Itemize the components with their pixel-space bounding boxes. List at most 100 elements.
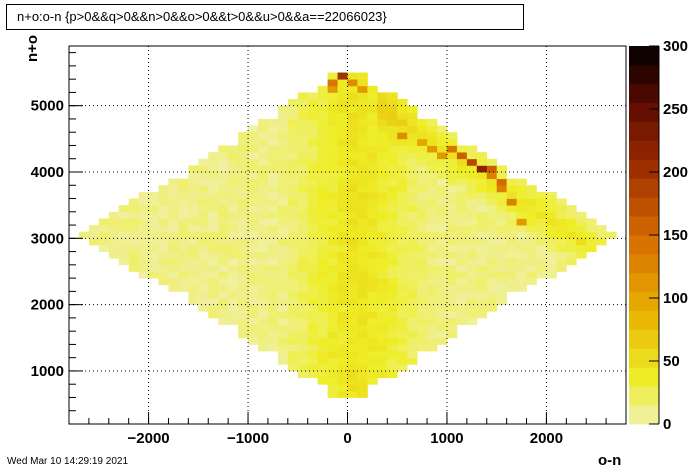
- heatmap-cell: [387, 178, 398, 186]
- heatmap-cell: [407, 317, 418, 325]
- heatmap-cell: [387, 364, 398, 372]
- heatmap-cell: [367, 271, 378, 279]
- heatmap-cell: [307, 231, 319, 239]
- x-axis-label: o-n: [598, 452, 622, 469]
- heatmap-cell: [327, 205, 338, 213]
- heatmap-cell: [337, 357, 348, 365]
- heatmap-cell: [98, 218, 110, 226]
- heatmap-cell: [397, 225, 408, 233]
- heatmap-cell: [417, 198, 428, 206]
- heatmap-cell: [267, 211, 279, 219]
- heatmap-cell: [238, 284, 249, 292]
- heatmap-cell: [377, 244, 388, 252]
- heatmap-cell: [516, 244, 527, 252]
- heatmap-cell: [367, 304, 378, 312]
- heatmap-cell: [307, 145, 319, 153]
- heatmap-cell: [496, 165, 508, 173]
- color-scale-swatch: [629, 64, 659, 85]
- heatmap-cell: [148, 264, 159, 272]
- heatmap-cell: [198, 298, 209, 306]
- heatmap-cell: [128, 231, 140, 239]
- heatmap-cell: [526, 238, 537, 246]
- heatmap-cell: [248, 278, 259, 286]
- heatmap-cell: [337, 344, 348, 352]
- heatmap-cell: [377, 357, 388, 365]
- heatmap-cell: [347, 384, 358, 392]
- color-scale-label: 100: [663, 290, 688, 307]
- heatmap-cell: [138, 271, 149, 279]
- heatmap-cell: [347, 344, 358, 352]
- heatmap-cell: [476, 258, 488, 266]
- heatmap-cell: [526, 271, 537, 279]
- heatmap-cell: [417, 251, 428, 259]
- color-scale-swatch: [629, 46, 659, 66]
- heatmap-cell: [327, 218, 338, 226]
- heatmap-cell: [446, 298, 458, 306]
- heatmap-cell: [417, 258, 428, 266]
- heatmap-cell: [456, 145, 468, 153]
- y-axis-label: n+o: [24, 34, 41, 62]
- heatmap-cell: [357, 331, 368, 339]
- heatmap-cell: [377, 205, 388, 213]
- heatmap-cell: [427, 251, 438, 259]
- heatmap-cell: [158, 251, 169, 259]
- heatmap-cell: [297, 185, 309, 193]
- heatmap-cell: [357, 351, 368, 359]
- heatmap-cell: [238, 178, 249, 186]
- heatmap-cell: [427, 238, 438, 246]
- heatmap-cell: [367, 317, 378, 325]
- heatmap-cell: [267, 324, 279, 332]
- x-axis: −2000 −1000 0 1000 2000: [68, 412, 627, 447]
- heatmap-cell: [248, 225, 259, 233]
- heatmap-cell: [466, 264, 478, 272]
- heatmap-cell: [476, 198, 488, 206]
- heatmap-cell: [337, 271, 348, 279]
- heatmap-cell: [437, 132, 448, 140]
- heatmap-cell: [496, 244, 508, 252]
- heatmap-cell: [218, 165, 229, 173]
- heatmap-cell: [297, 317, 309, 325]
- heatmap-cell: [417, 145, 428, 153]
- heatmap-cell: [317, 191, 329, 199]
- heatmap-cell: [317, 178, 329, 186]
- heatmap-cell: [138, 218, 149, 226]
- heatmap-cell: [486, 205, 498, 213]
- heatmap-cell: [377, 304, 388, 312]
- heatmap-cell: [536, 191, 547, 199]
- heatmap-cell: [437, 191, 448, 199]
- heatmap-cell: [228, 191, 239, 199]
- heatmap-cell: [327, 145, 338, 153]
- heatmap-cell: [357, 304, 368, 312]
- heatmap-cell: [337, 278, 348, 286]
- heatmap-cell: [317, 298, 329, 306]
- heatmap-cell: [198, 291, 209, 299]
- heatmap-cell: [248, 324, 259, 332]
- heatmap-cell: [277, 278, 289, 286]
- heatmap-cell: [277, 138, 289, 146]
- heatmap-cell: [377, 185, 388, 193]
- heatmap-cell: [347, 271, 358, 279]
- heatmap-cell: [407, 271, 418, 279]
- heatmap-cell: [218, 317, 229, 325]
- heatmap-cell: [208, 211, 219, 219]
- heatmap-cell: [377, 105, 388, 113]
- heatmap-cell: [377, 118, 388, 126]
- heatmap-cell: [476, 231, 488, 239]
- heatmap-cell: [267, 132, 279, 140]
- heatmap-cell: [218, 271, 229, 279]
- heatmap-cell: [367, 198, 378, 206]
- heatmap-cell: [446, 172, 458, 180]
- heatmap-cell: [277, 324, 289, 332]
- heatmap-cell: [158, 244, 169, 252]
- heatmap-cell: [277, 112, 289, 120]
- heatmap-cell: [456, 258, 468, 266]
- heatmap-cell: [377, 225, 388, 233]
- heatmap-cell: [228, 225, 239, 233]
- heatmap-cell: [357, 317, 368, 325]
- heatmap-cell: [446, 225, 458, 233]
- heatmap-cell: [506, 238, 517, 246]
- heatmap-cell: [417, 118, 428, 126]
- heatmap-cell: [417, 244, 428, 252]
- heatmap-cell: [476, 218, 488, 226]
- heatmap-cell: [476, 298, 488, 306]
